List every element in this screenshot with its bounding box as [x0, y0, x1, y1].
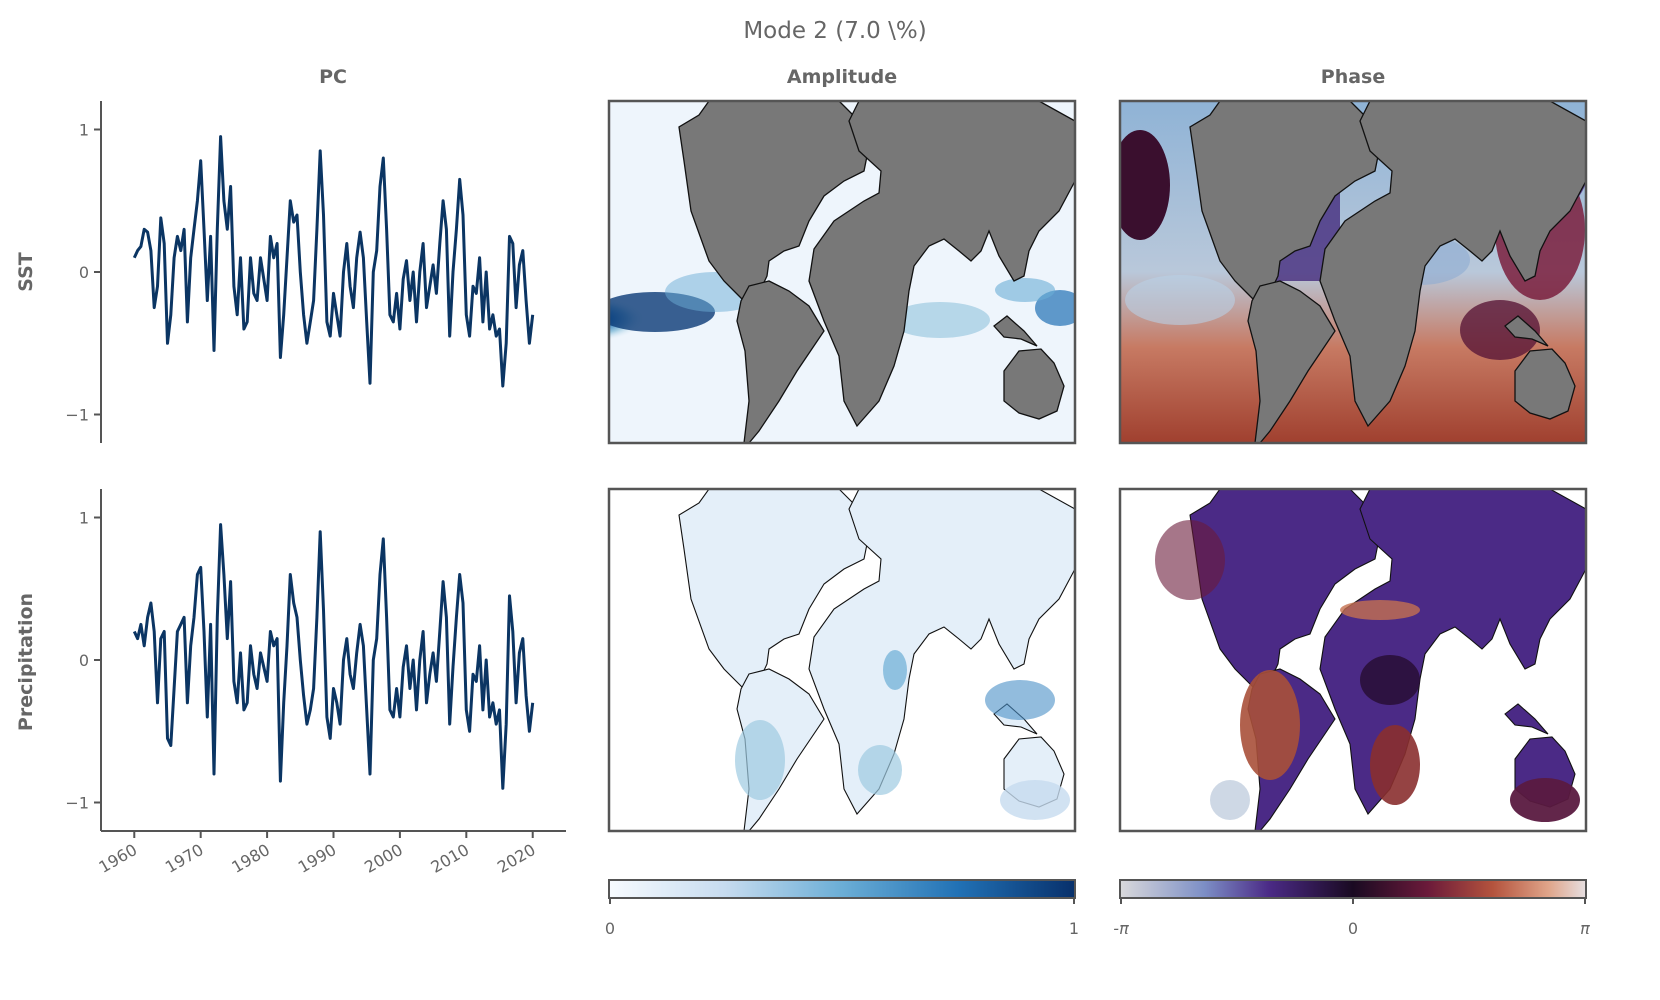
phase-colorbar-tick-max: π: [1580, 919, 1590, 938]
amplitude-map-precipitation: [607, 487, 1077, 833]
amplitude-colorbar-tick-max: 1: [1069, 919, 1079, 938]
pc-chart-precipitation: −1 0 1 1960 1970 1980 1990 2000 2010 2020: [65, 489, 566, 877]
phase-colorbar-tick-min: -π: [1113, 919, 1129, 938]
phase-map-precipitation: [1118, 487, 1588, 833]
x-tick-label: 2020: [494, 840, 539, 877]
pc-chart-sst: −1 0 1: [65, 101, 535, 443]
amplitude-colorbar-tick-min: 0: [605, 919, 615, 938]
y-tick-label: 0: [79, 263, 89, 282]
pc-series-line: [132, 135, 535, 388]
pc-series-line: [132, 523, 535, 790]
row-label-sst: SST: [15, 252, 37, 292]
x-tick-label: 1980: [228, 840, 273, 877]
column-title-phase: Phase: [1321, 66, 1385, 88]
y-tick-label: 1: [79, 121, 89, 140]
y-tick-label: 0: [79, 651, 89, 670]
row-label-precipitation: Precipitation: [15, 593, 37, 731]
x-tick-label: 2010: [428, 840, 473, 877]
column-title-amplitude: Amplitude: [787, 66, 897, 88]
y-tick-label: 1: [79, 509, 89, 528]
x-tick-label: 2000: [361, 840, 406, 877]
y-tick-label: −1: [65, 406, 89, 425]
suptitle: Mode 2 (7.0 \%): [743, 18, 926, 44]
x-tick-label: 1960: [96, 840, 141, 877]
phase-map-sst: [1118, 99, 1588, 445]
column-title-pc: PC: [319, 66, 347, 88]
y-tick-label: −1: [65, 794, 89, 813]
amplitude-colorbar: 0 1: [605, 879, 1079, 938]
x-tick-label: 1990: [295, 840, 340, 877]
x-tick-label: 1970: [162, 840, 207, 877]
amplitude-map-sst: [607, 99, 1077, 445]
phase-colorbar: -π 0 π: [1113, 879, 1590, 938]
phase-colorbar-tick-zero: 0: [1348, 919, 1358, 938]
